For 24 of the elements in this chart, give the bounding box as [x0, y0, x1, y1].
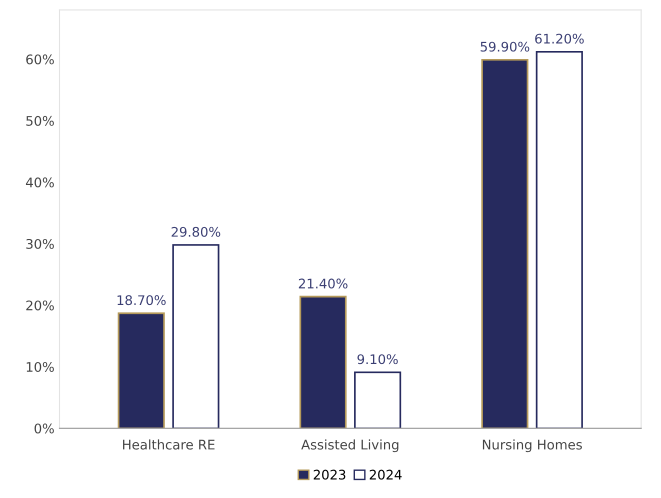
data-label: 59.90%	[480, 42, 530, 52]
bar	[172, 244, 220, 428]
x-tick-label: Nursing Homes	[482, 439, 582, 452]
y-tick-label: 20%	[26, 300, 54, 310]
data-label: 9.10%	[357, 354, 398, 364]
bar	[300, 296, 347, 428]
y-tick-label: 30%	[26, 238, 54, 249]
data-label: 29.80%	[172, 226, 220, 237]
bar	[536, 50, 583, 428]
legend-label: 2024	[370, 470, 402, 480]
y-tick-label: 40%	[26, 177, 54, 188]
data-label: 61.20%	[535, 34, 584, 44]
y-tick-label: 50%	[26, 116, 54, 126]
y-tick-label: 10%	[26, 362, 54, 372]
y-tick-label: 60%	[26, 54, 54, 64]
data-label: 21.40%	[298, 278, 348, 289]
bar	[118, 312, 165, 428]
bar	[354, 371, 402, 428]
y-tick-label: 0%	[34, 424, 54, 434]
x-tick-label: Healthcare RE	[123, 439, 215, 450]
data-label: 18.70%	[118, 295, 166, 306]
legend-label: 2023	[314, 470, 346, 480]
x-tick-label: Assisted Living	[301, 439, 398, 452]
bar	[481, 58, 528, 428]
